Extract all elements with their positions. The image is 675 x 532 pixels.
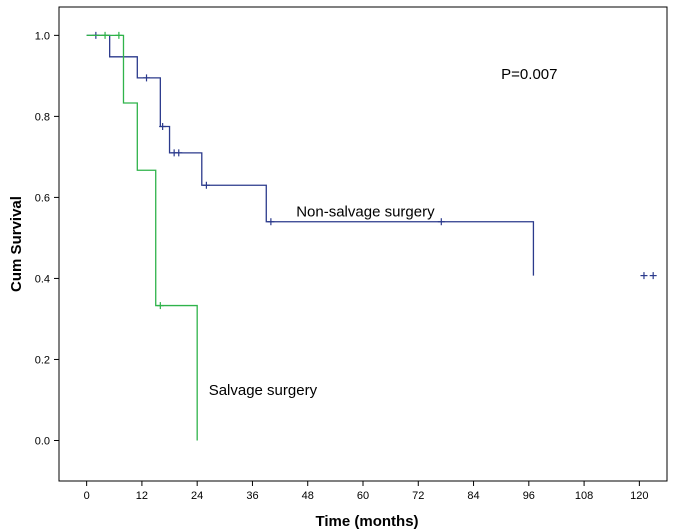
y-axis-title: Cum Survival	[8, 196, 25, 292]
y-tick-label: 0.0	[35, 435, 50, 447]
x-tick-label: 108	[575, 490, 593, 502]
x-tick-label: 120	[630, 490, 648, 502]
non-salvage-surgery-censor-mark	[640, 272, 648, 280]
y-tick-label: 0.2	[35, 354, 50, 366]
salvage-surgery-label: Salvage surgery	[209, 382, 318, 399]
non-salvage-surgery-censor-mark	[267, 218, 275, 226]
y-axis: 0.0 0.2 0.4 0.6 0.8 1.0	[35, 30, 59, 447]
non-salvage-surgery-censor-mark	[159, 123, 167, 131]
salvage-surgery-censor-mark	[101, 31, 109, 39]
salvage-surgery-curve	[86, 34, 198, 441]
non-salvage-surgery-curve	[86, 34, 535, 276]
x-axis-title: Time (months)	[315, 513, 418, 530]
x-tick-label: 48	[302, 490, 314, 502]
series-layer	[86, 31, 657, 441]
non-salvage-surgery-censor-mark	[202, 181, 210, 189]
salvage-surgery-censor-mark	[115, 31, 123, 39]
non-salvage-surgery-censor-mark	[437, 218, 445, 226]
non-salvage-surgery-censor-mark	[649, 272, 657, 280]
x-tick-label: 24	[191, 490, 203, 502]
y-tick-label: 0.6	[35, 192, 50, 204]
x-tick-label: 0	[84, 490, 90, 502]
y-tick-label: 0.8	[35, 111, 50, 123]
x-tick-label: 96	[523, 490, 535, 502]
x-tick-label: 36	[246, 490, 258, 502]
non-salvage-surgery-censor-mark	[143, 74, 151, 82]
salvage-surgery-censor-mark	[156, 302, 164, 310]
y-tick-label: 1.0	[35, 30, 50, 42]
x-tick-label: 60	[357, 490, 369, 502]
non-salvage-surgery-label: Non-salvage surgery	[296, 204, 435, 221]
x-tick-label: 84	[467, 490, 479, 502]
p-value-annotation: P=0.007	[501, 66, 557, 83]
y-tick-label: 0.4	[35, 273, 50, 285]
x-tick-label: 12	[136, 490, 148, 502]
x-tick-label: 72	[412, 490, 424, 502]
non-salvage-surgery-censor-mark	[175, 149, 183, 157]
x-axis: 0 12 24 36 48 60 72 84 96 108 120	[84, 481, 649, 502]
